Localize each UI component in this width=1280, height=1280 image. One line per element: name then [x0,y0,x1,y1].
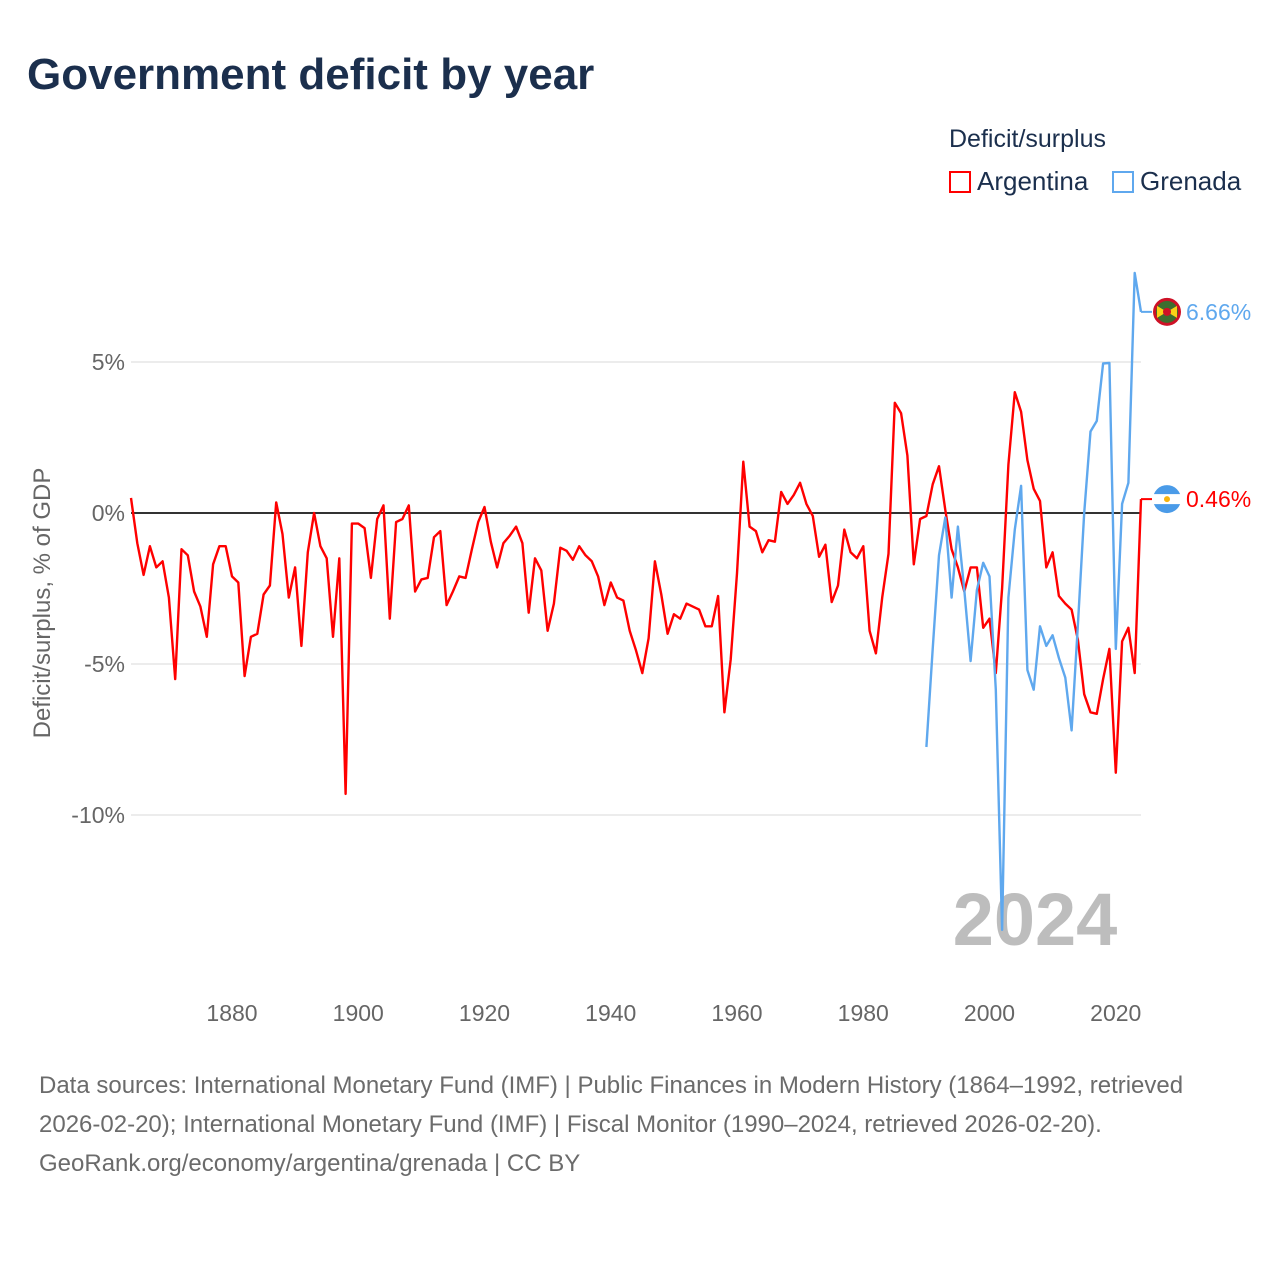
y-tick-label: -5% [84,651,125,677]
argentina-flag-icon [1153,485,1181,514]
chart-title: Government deficit by year [27,50,595,99]
x-tick-label: 1940 [585,1000,636,1026]
legend-label-grenada: Grenada [1140,166,1242,196]
x-tick-label: 1920 [459,1000,510,1026]
legend-swatch-grenada [1112,170,1134,193]
legend-item-grenada[interactable]: Grenada [1112,166,1241,197]
legend-label-argentina: Argentina [977,166,1089,196]
credit-link[interactable]: GeoRank.org/economy/argentina/grenada | … [39,1150,581,1177]
x-tick-label: 2020 [1090,1000,1141,1026]
line-chart: 5% 0% -5% -10% 1880 1900 1920 1940 1960 1980 2000 2… [29,271,1251,1026]
legend-item-argentina[interactable]: Argentina [949,166,1088,197]
x-tick-label: 2000 [964,1000,1015,1026]
y-tick-label: 0% [92,500,125,526]
x-tick-label: 1980 [838,1000,889,1026]
grenada-flag-icon [1153,297,1181,326]
x-tick-label: 1900 [333,1000,384,1026]
x-tick-label: 1880 [206,1000,257,1026]
flag-sun [1164,496,1170,503]
y-axis-label: Deficit/surplus, % of GDP [29,468,56,739]
x-tick-label: 1960 [711,1000,762,1026]
series-line-grenada [925,271,1143,931]
data-sources: Data sources: International Monetary Fun… [39,1072,1184,1138]
legend-swatch-argentina [949,170,971,193]
legend-title: Deficit/surplus [949,125,1106,153]
flag-center [1163,307,1171,316]
y-tick-label: 5% [92,349,125,375]
end-value-label-grenada: 6.66% [1186,299,1251,325]
y-tick-label: -10% [71,802,125,828]
year-watermark: 2024 [953,878,1118,961]
series-line-argentina [129,391,1143,796]
footer: Data sources: International Monetary Fun… [39,1066,1239,1183]
end-value-label-argentina: 0.46% [1186,486,1251,512]
